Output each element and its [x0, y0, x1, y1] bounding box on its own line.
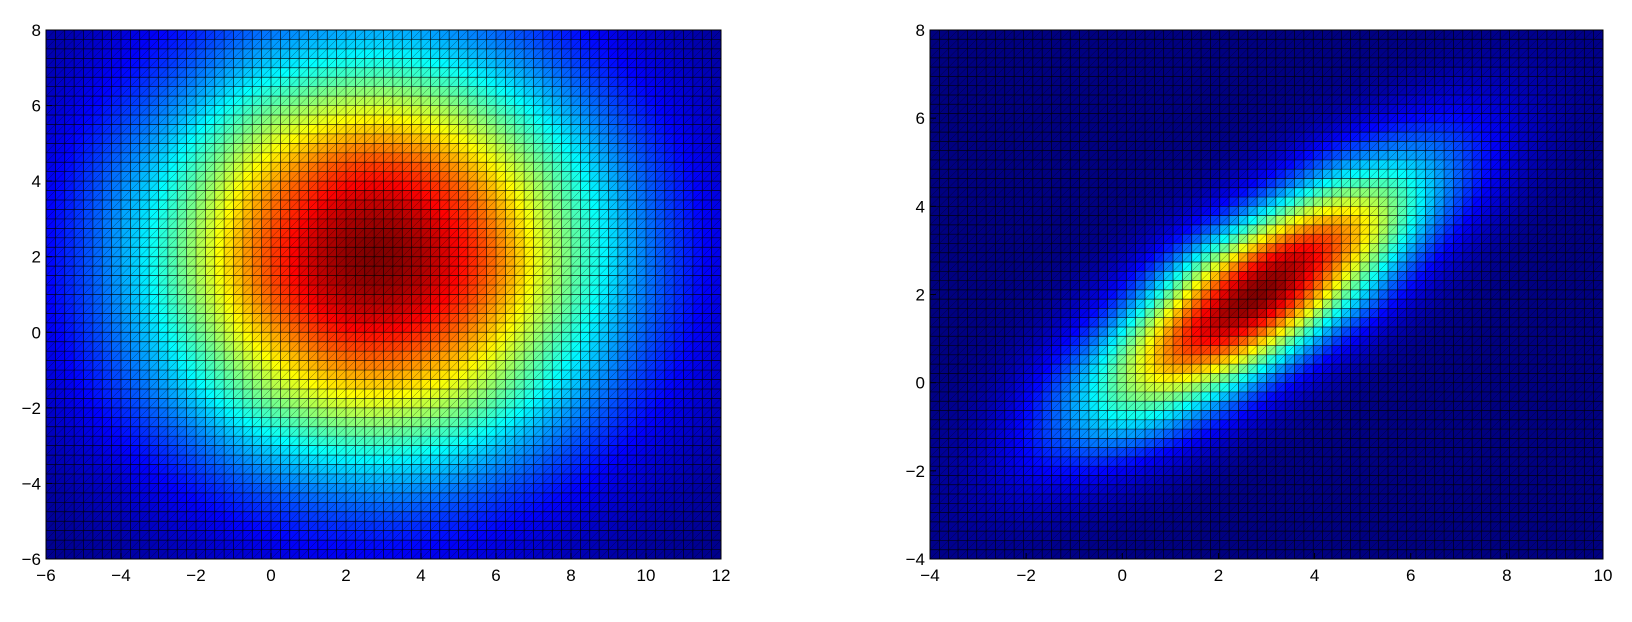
y-tick-label: 4	[32, 172, 41, 191]
x-tick-label: 0	[266, 566, 275, 585]
x-tick-label: 10	[637, 566, 656, 585]
x-tick-label: 4	[416, 566, 425, 585]
y-tick-label: 0	[32, 323, 41, 342]
x-tick-label: −2	[186, 566, 205, 585]
y-tick-label: −4	[22, 474, 41, 493]
y-tick-label: −6	[22, 550, 41, 569]
x-tick-label: −4	[111, 566, 130, 585]
x-tick-label: 12	[712, 566, 731, 585]
y-tick-label: −2	[22, 399, 41, 418]
y-tick-label: 6	[32, 97, 41, 116]
x-tick-label: 8	[566, 566, 575, 585]
y-tick-label: 8	[32, 21, 41, 40]
x-tick-label: 6	[491, 566, 500, 585]
x-tick-label: 2	[341, 566, 350, 585]
y-tick-label: 2	[32, 248, 41, 267]
